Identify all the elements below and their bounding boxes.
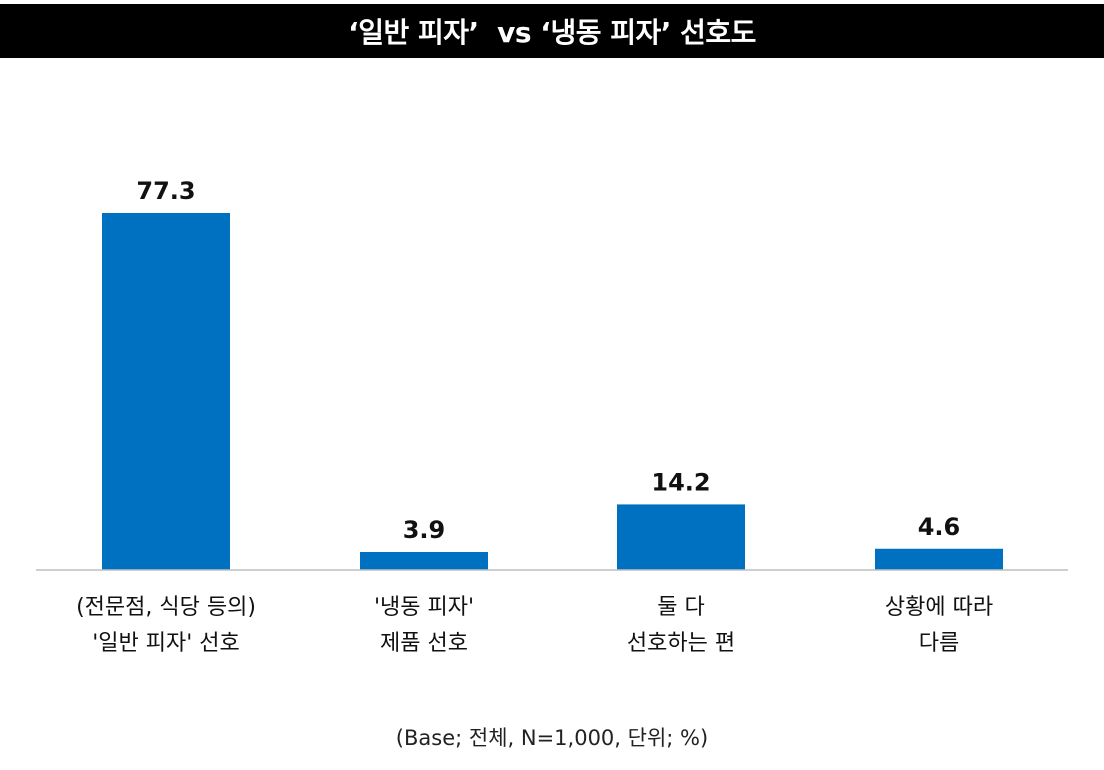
bar-2 <box>360 551 488 570</box>
category-label-3-line-1: 둘 다 <box>657 595 704 620</box>
category-label-1-line-1: (전문점, 식당 등의) <box>76 595 256 620</box>
category-label-2-line-2: 제품 선호 <box>380 631 468 656</box>
category-label-2-line-1: '냉동 피자' <box>374 595 474 620</box>
bar-chart: 77.3 3.9 14.2 4.6 (전문점, 식당 등의) '일반 피자' 선호 '냉동… <box>36 177 1068 656</box>
category-label-4-line-1: 상황에 따라 <box>885 595 993 620</box>
value-label-2: 3.9 <box>403 516 446 544</box>
value-label-4: 4.6 <box>918 513 961 541</box>
category-label-1-line-2: '일반 피자' 선호 <box>92 631 240 656</box>
bar-4 <box>875 548 1003 570</box>
title-bar: ‘일반 피자’ vs ‘냉동 피자’ 선호도 <box>0 4 1104 58</box>
value-labels-group: 77.3 3.9 14.2 4.6 <box>136 177 960 544</box>
bars-group <box>102 213 1003 570</box>
footnote: (Base; 전체, N=1,000, 단위; %) <box>395 726 709 750</box>
bar-3 <box>617 504 745 570</box>
chart-title: ‘일반 피자’ vs ‘냉동 피자’ 선호도 <box>348 16 756 49</box>
category-label-4-line-2: 다름 <box>919 631 959 656</box>
category-labels-group: (전문점, 식당 등의) '일반 피자' 선호 '냉동 피자' 제품 선호 둘 다선호하… <box>76 595 993 656</box>
category-label-3-line-2: 선호하는 편 <box>627 631 735 656</box>
bar-1 <box>102 213 230 570</box>
value-label-1: 77.3 <box>136 177 195 205</box>
value-label-3: 14.2 <box>651 468 710 496</box>
